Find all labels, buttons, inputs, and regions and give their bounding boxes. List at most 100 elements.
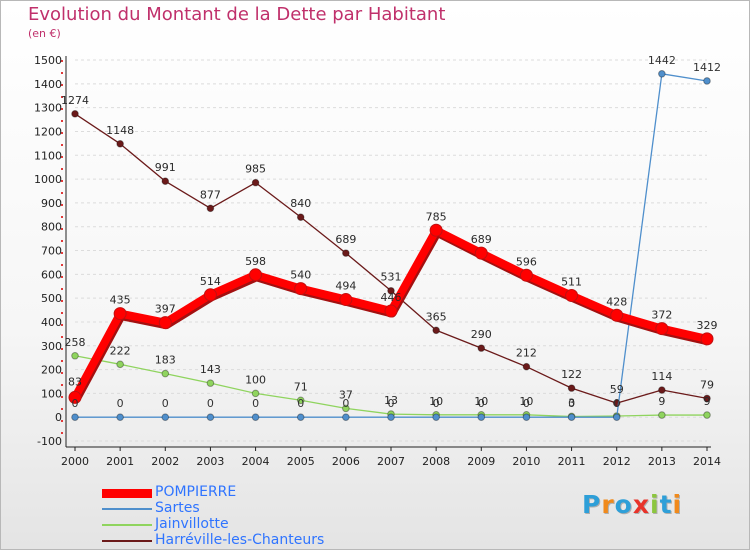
legend-label: Jainvillotte [155,516,229,532]
y-axis-dot [61,384,63,386]
y-axis-dot [61,180,63,182]
x-tick-label: 2010 [512,455,540,468]
data-point [203,288,217,302]
data-point [522,413,531,421]
data-point [384,304,398,318]
data-label: 212 [516,347,537,360]
y-axis-dot [61,300,63,302]
legend-swatch [102,489,152,498]
y-axis-dot [61,312,63,314]
axes [61,56,711,451]
data-point [206,379,215,387]
data-label: 840 [290,197,311,210]
data-point [565,289,579,303]
data-label: 59 [610,383,624,396]
data-point [700,332,714,346]
y-axis-dot [61,432,63,434]
data-label: 531 [381,271,402,284]
data-point [658,386,666,394]
logo-letter: x [632,490,650,519]
logo-letter: r [601,490,615,519]
y-tick-label: 400 [41,316,62,329]
data-label: 122 [561,368,582,381]
x-tick-label: 2001 [106,455,134,468]
data-point [68,390,82,404]
data-label: 689 [471,233,492,246]
y-axis-dot [61,276,63,278]
data-point [703,411,711,419]
x-tick-label: 2000 [61,455,89,468]
y-tick-label: 100 [41,387,62,400]
data-point [703,77,711,85]
data-label: 596 [516,255,537,268]
data-label: 0 [478,397,485,410]
data-point [116,413,124,421]
data-label: 10 [519,395,533,408]
data-label: 0 [297,397,304,410]
data-label: 540 [290,269,311,282]
y-tick-label: 800 [41,221,62,234]
data-label: 0 [117,397,124,410]
y-axis-dot [61,204,63,206]
data-label: 1412 [693,61,721,74]
data-label: 13 [384,394,398,407]
y-axis-dot [61,408,63,410]
y-axis-dot [61,360,63,362]
x-tick-label: 2012 [603,455,631,468]
data-labels: 8343539751459854049444678568959651142837… [61,54,721,410]
data-point [429,223,443,237]
y-axis-dot [61,264,63,266]
data-label: 0 [162,397,169,410]
data-label: 598 [245,255,266,268]
data-label: 785 [426,210,447,223]
data-point [116,140,124,148]
y-axis-dot [61,288,63,290]
data-point [658,70,666,78]
y-axis-dot [61,168,63,170]
data-point [610,308,624,322]
proxiti-logo: Proxiti [582,490,682,519]
y-tick-label: 1400 [34,78,62,91]
data-point [432,413,440,421]
data-label: 991 [155,161,176,174]
data-label: 183 [155,354,176,367]
data-point [206,204,215,213]
y-tick-label: 1300 [34,102,62,115]
data-label: 222 [110,344,131,357]
x-tick-label: 2014 [693,455,721,468]
data-label: 114 [651,370,672,383]
y-tick-label: 600 [41,268,62,281]
data-point [161,369,170,378]
data-label: 258 [65,336,86,349]
y-axis-dot [61,252,63,254]
y-tick-label: 700 [41,245,62,258]
x-tick-label: 2011 [558,455,586,468]
y-tick-label: 500 [41,292,62,305]
logo-letter: i [672,490,683,519]
y-tick-label: 1000 [34,173,62,186]
data-label: 10 [474,395,488,408]
data-label: 0 [388,397,395,410]
legend-swatch [102,508,152,510]
data-label: 1274 [61,94,89,107]
data-point [474,246,488,260]
data-label: 877 [200,188,221,201]
data-point [161,177,170,186]
data-label: 435 [110,294,131,307]
y-tick-label: 200 [41,364,62,377]
data-point [342,413,350,421]
chart-title: Evolution du Montant de la Dette par Hab… [28,4,446,25]
chart-subtitle: (en €) [28,27,61,40]
data-label: 511 [561,276,582,289]
x-tick-label: 2009 [467,455,495,468]
data-point [294,282,308,296]
data-label: 428 [606,295,627,308]
y-axis-dot [61,240,63,242]
data-label: 372 [651,309,672,322]
data-label: 446 [381,291,402,304]
y-axis-dot [61,72,63,74]
x-tick-label: 2008 [422,455,450,468]
y-axis-dot [61,192,63,194]
